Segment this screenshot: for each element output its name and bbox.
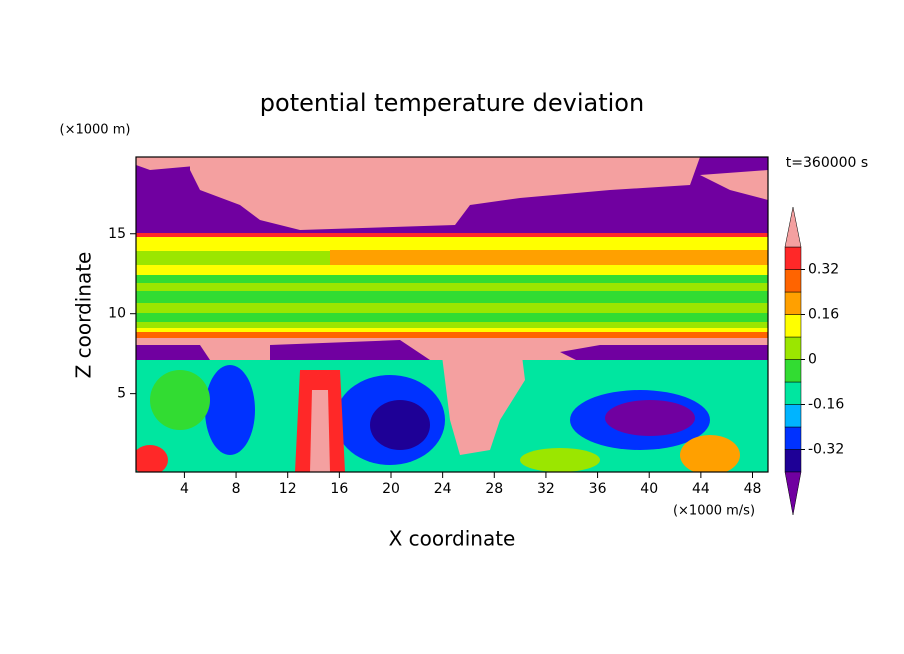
- y-tick-label: 15: [108, 226, 126, 242]
- x-tick-label: 32: [537, 481, 555, 497]
- x-tick-label: 48: [744, 481, 762, 497]
- colorbar-tick-label: 0.16: [808, 307, 839, 323]
- colorbar-band: [784, 246, 802, 270]
- x-tick-label: 44: [692, 481, 710, 497]
- x-tick-label: 36: [589, 481, 607, 497]
- colorbar-band: [784, 314, 802, 338]
- plot-frame: [135, 156, 769, 473]
- colorbar-band: [784, 291, 802, 315]
- time-label: t=360000 s: [786, 155, 868, 171]
- colorbar-under: [784, 471, 802, 516]
- colorbar-band: [784, 404, 802, 428]
- colorbar-band: [784, 449, 802, 473]
- x-tick-label: 24: [434, 481, 452, 497]
- colorbar-over: [784, 206, 802, 248]
- colorbar-tick-label: 0: [808, 352, 817, 368]
- colorbar-band: [784, 269, 802, 293]
- colorbar-band: [784, 426, 802, 450]
- y-tick-label: 5: [117, 386, 126, 402]
- y-tick-label: 10: [108, 306, 126, 322]
- x-tick-label: 8: [232, 481, 241, 497]
- y-unit: (×1000 m): [60, 123, 131, 138]
- x-tick-label: 4: [180, 481, 189, 497]
- colorbar-tick-label: -0.32: [808, 442, 844, 458]
- x-tick-label: 40: [640, 481, 658, 497]
- x-unit: (×1000 m/s): [673, 504, 755, 519]
- x-tick-label: 16: [330, 481, 348, 497]
- x-axis-label: X coordinate: [389, 527, 516, 551]
- colorbar-band: [784, 381, 802, 405]
- contour-field: [136, 157, 768, 472]
- colorbar-band: [784, 336, 802, 360]
- y-axis-label: Z coordinate: [72, 252, 96, 379]
- x-tick-label: 20: [382, 481, 400, 497]
- x-tick-label: 12: [279, 481, 297, 497]
- chart-title: potential temperature deviation: [260, 89, 644, 117]
- colorbar-tick-label: -0.16: [808, 397, 844, 413]
- x-tick-label: 28: [485, 481, 503, 497]
- colorbar-tick-label: 0.32: [808, 262, 839, 278]
- colorbar-band: [784, 359, 802, 383]
